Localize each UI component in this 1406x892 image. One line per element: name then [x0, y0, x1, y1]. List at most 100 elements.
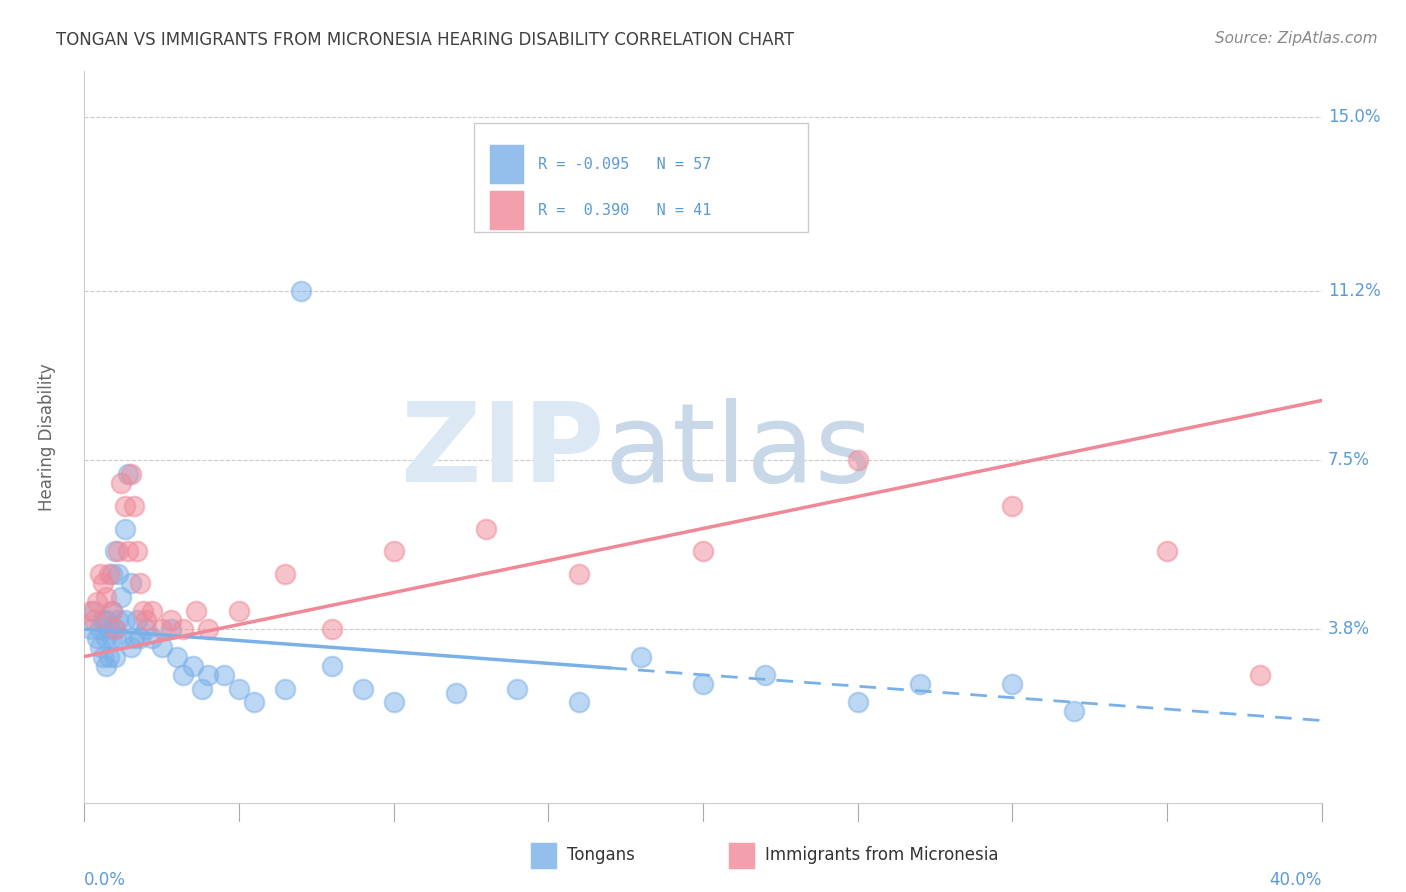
Point [129, 576, 152, 591]
Text: Immigrants from Micronesia: Immigrants from Micronesia [765, 847, 998, 864]
Point [141, 632, 163, 646]
Point [908, 677, 931, 691]
Text: R = -0.095   N = 57: R = -0.095 N = 57 [538, 157, 711, 172]
Point [91, 576, 114, 591]
Point [191, 681, 214, 696]
Point [83, 604, 105, 618]
Point [94, 590, 117, 604]
Point [120, 576, 142, 591]
Point [91, 649, 114, 664]
Point [107, 613, 129, 627]
Point [110, 632, 132, 646]
Point [98, 622, 121, 636]
Point [91, 613, 114, 627]
Point [114, 499, 136, 513]
Point [101, 632, 124, 646]
Point [228, 604, 250, 618]
Point [125, 613, 148, 627]
Point [83, 613, 105, 627]
Point [125, 544, 148, 558]
Point [1063, 705, 1085, 719]
Bar [489, 145, 523, 185]
Point [184, 604, 207, 618]
Text: TONGAN VS IMMIGRANTS FROM MICRONESIA HEARING DISABILITY CORRELATION CHART: TONGAN VS IMMIGRANTS FROM MICRONESIA HEA… [56, 31, 794, 49]
Point [104, 649, 127, 664]
Point [1249, 667, 1271, 681]
Text: Tongans: Tongans [567, 847, 634, 864]
Point [568, 695, 591, 709]
Point [382, 544, 405, 558]
Text: atlas: atlas [605, 398, 873, 505]
Point [846, 695, 869, 709]
Point [197, 667, 219, 681]
Text: R =  0.390   N = 41: R = 0.390 N = 41 [538, 202, 711, 218]
Text: 15.0%: 15.0% [1327, 108, 1381, 126]
Point [321, 658, 343, 673]
Text: Source: ZipAtlas.com: Source: ZipAtlas.com [1215, 31, 1378, 46]
Point [228, 681, 250, 696]
Point [630, 649, 652, 664]
Point [101, 604, 124, 618]
Point [160, 613, 183, 627]
Text: Hearing Disability: Hearing Disability [38, 363, 56, 511]
Point [120, 467, 142, 481]
Point [846, 453, 869, 467]
Text: 0.0%: 0.0% [84, 871, 127, 889]
Point [122, 499, 145, 513]
Point [117, 467, 139, 481]
Point [321, 622, 343, 636]
Point [120, 640, 142, 655]
Point [98, 649, 121, 664]
Point [754, 667, 776, 681]
Point [89, 640, 111, 655]
Text: ZIP: ZIP [401, 398, 605, 505]
FancyBboxPatch shape [474, 122, 808, 232]
Point [89, 622, 111, 636]
Point [506, 681, 529, 696]
Point [352, 681, 374, 696]
Point [114, 521, 136, 535]
Text: 11.2%: 11.2% [1327, 282, 1381, 300]
Point [692, 544, 714, 558]
Point [243, 695, 266, 709]
Text: 40.0%: 40.0% [1270, 871, 1322, 889]
Point [382, 695, 405, 709]
Point [110, 475, 132, 490]
Point [107, 567, 129, 582]
Point [79, 604, 101, 618]
Point [172, 622, 194, 636]
Point [444, 686, 467, 700]
Point [141, 604, 163, 618]
Bar [489, 190, 523, 230]
Point [114, 613, 136, 627]
Point [104, 544, 127, 558]
Point [475, 521, 498, 535]
Point [197, 622, 219, 636]
Point [692, 677, 714, 691]
Point [94, 613, 117, 627]
Point [172, 667, 194, 681]
Point [86, 632, 108, 646]
Point [274, 681, 297, 696]
Text: 7.5%: 7.5% [1327, 451, 1369, 469]
Point [132, 604, 155, 618]
Point [135, 622, 157, 636]
Point [160, 622, 183, 636]
Point [274, 567, 297, 582]
Bar [728, 841, 755, 870]
Point [212, 667, 235, 681]
Point [89, 567, 111, 582]
Point [1001, 499, 1024, 513]
Point [1156, 544, 1178, 558]
Point [290, 284, 312, 298]
Point [94, 658, 117, 673]
Point [1001, 677, 1024, 691]
Point [86, 595, 108, 609]
Point [101, 567, 124, 582]
Point [98, 567, 121, 582]
Text: 3.8%: 3.8% [1327, 620, 1369, 638]
Point [107, 544, 129, 558]
Point [94, 632, 117, 646]
Point [104, 622, 127, 636]
Point [79, 622, 101, 636]
